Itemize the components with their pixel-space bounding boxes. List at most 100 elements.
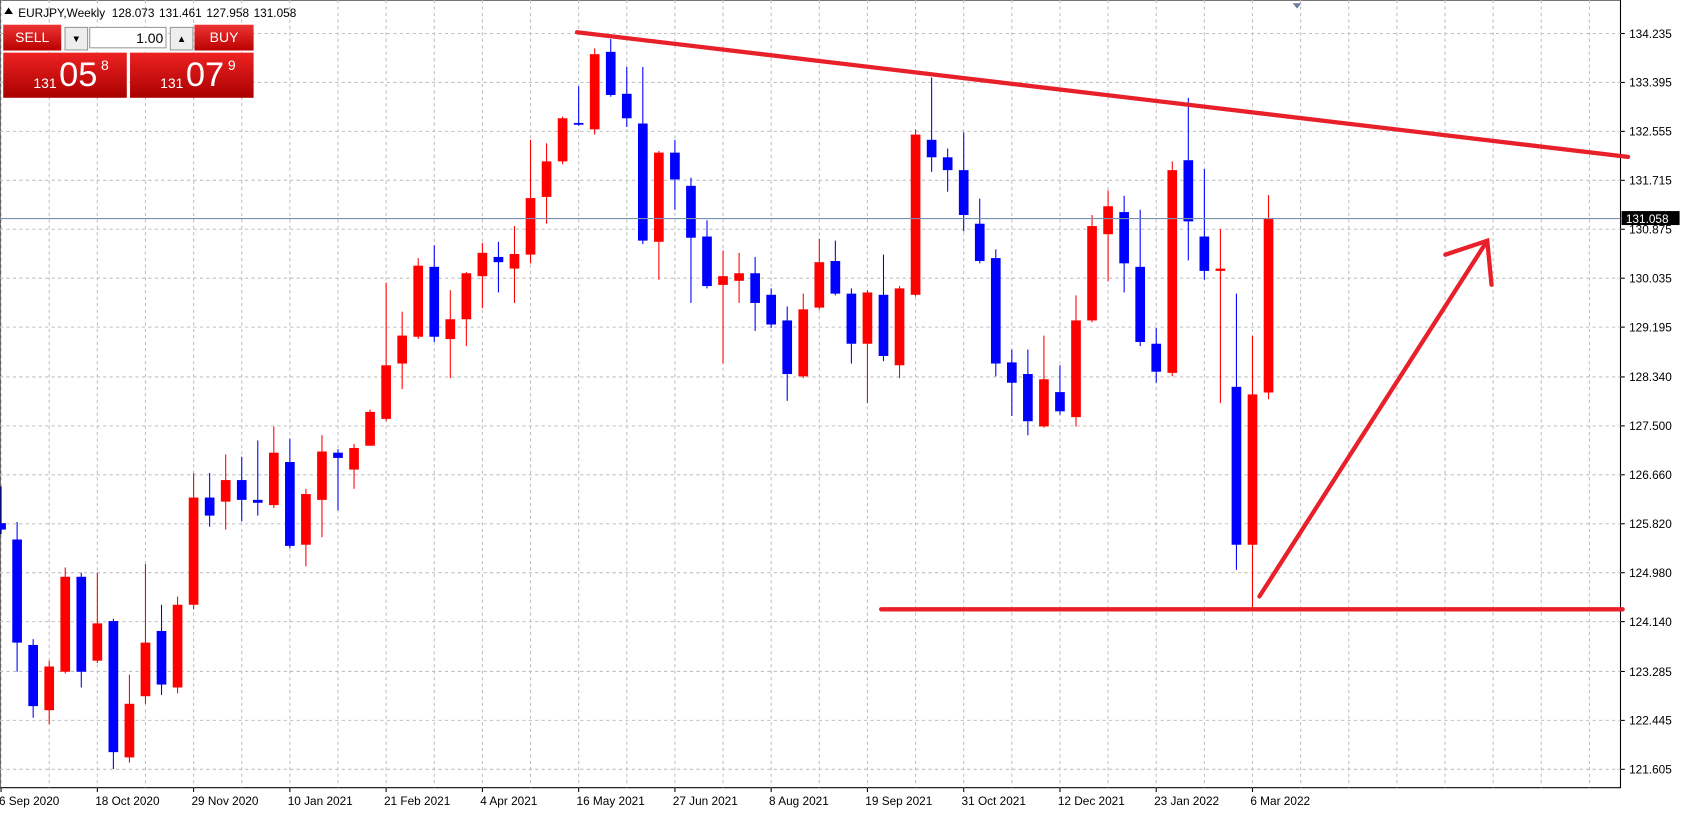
candle-body	[413, 265, 424, 337]
candle-body	[429, 266, 440, 337]
bid-point: 8	[101, 56, 109, 74]
ohlc-close: 131.058	[254, 6, 297, 20]
candle-body	[670, 152, 680, 180]
candle-body	[814, 262, 825, 308]
arrow-head	[1443, 237, 1494, 287]
y-tick-label: 124.140	[1629, 615, 1672, 629]
x-tick-label: 6 Sep 2020	[0, 794, 60, 808]
current-price-box	[1621, 211, 1680, 226]
shift-marker	[1292, 3, 1302, 9]
drawings	[574, 30, 1631, 612]
candle-body	[124, 703, 135, 758]
candle-body	[525, 198, 536, 255]
ask-point: 9	[227, 56, 236, 74]
candle-body	[220, 480, 231, 502]
candle-body	[108, 621, 119, 753]
x-tick-label: 4 Apr 2021	[480, 794, 537, 808]
candle-body	[301, 494, 311, 545]
ask-pips: 07	[185, 54, 225, 94]
candle-body	[172, 604, 183, 688]
candle-body	[1167, 170, 1178, 373]
candle-body	[782, 320, 793, 375]
candle-body	[702, 236, 712, 287]
bid-pips: 05	[59, 54, 98, 94]
candle-body	[910, 134, 921, 295]
candle-body	[1263, 218, 1274, 393]
candle-body	[333, 452, 343, 458]
sell-button[interactable]: SELL	[3, 24, 62, 51]
candle-body	[1055, 392, 1065, 412]
candle-body	[1215, 268, 1226, 271]
y-tick-label: 127.500	[1629, 419, 1672, 433]
candle-body	[1087, 226, 1097, 321]
candle-body	[188, 497, 199, 605]
ask-price[interactable]: 131 07 9	[130, 52, 254, 98]
x-tick-label: 16 May 2021	[577, 794, 645, 808]
lots-input[interactable]: 1.00	[89, 26, 167, 49]
y-tick-label: 132.555	[1629, 125, 1672, 139]
lots-up[interactable]: ▲	[169, 26, 194, 51]
candle-body	[878, 294, 889, 356]
candle-body	[285, 462, 295, 546]
candle-body	[1071, 320, 1081, 418]
y-tick-label: 122.445	[1629, 714, 1672, 728]
bid-price[interactable]: 131 05 8	[3, 52, 127, 98]
candle-body	[573, 122, 584, 125]
candle-body	[268, 452, 279, 506]
candle-body	[958, 170, 969, 215]
y-tick-label: 129.195	[1629, 320, 1672, 334]
candle-body	[990, 258, 1001, 364]
candle-body	[605, 51, 616, 95]
candle-body	[236, 480, 247, 500]
candle-body	[557, 118, 568, 162]
candle-body	[1247, 394, 1258, 545]
plot-frame	[0, 0, 1622, 789]
candle-body	[974, 223, 985, 262]
candle-body	[750, 273, 760, 303]
candles	[0, 39, 1274, 770]
candle-body	[637, 123, 648, 241]
candle-body	[1039, 379, 1049, 427]
candle-body	[589, 54, 600, 130]
candle-body	[204, 497, 215, 516]
ohlc-open: 128.073	[112, 6, 155, 20]
lots-down[interactable]: ▼	[64, 26, 89, 51]
y-tick-label: 130.035	[1629, 271, 1672, 285]
candle-body	[1006, 362, 1017, 383]
candle-body	[76, 576, 87, 672]
candle-body	[1023, 374, 1033, 422]
candle-body	[621, 93, 632, 119]
bid-figure: 131	[33, 75, 57, 92]
y-tick-label: 134.235	[1629, 27, 1672, 41]
candle-body	[926, 139, 937, 158]
candle-body	[92, 623, 103, 661]
candle-body	[156, 630, 167, 685]
buy-button[interactable]: BUY	[194, 24, 254, 51]
chart-icon	[4, 7, 13, 14]
candle-body	[798, 309, 809, 377]
candle-body	[445, 319, 456, 340]
candle-body	[894, 288, 905, 366]
candle-body	[718, 276, 728, 285]
candle-body	[1119, 212, 1129, 264]
y-tick-label: 125.820	[1629, 517, 1672, 531]
ohlc-low: 127.958	[206, 6, 249, 20]
y-tick-label: 133.395	[1629, 76, 1672, 90]
candle-body	[461, 273, 472, 320]
candle-body	[381, 365, 391, 419]
candle-body	[493, 256, 504, 263]
candle-body	[654, 152, 664, 242]
y-tick-label: 128.340	[1629, 370, 1672, 384]
x-tick-label: 19 Sep 2021	[865, 794, 932, 808]
y-tick-label: 130.875	[1629, 223, 1672, 237]
x-tick-label: 18 Oct 2020	[95, 794, 160, 808]
x-tick-label: 31 Oct 2021	[962, 794, 1026, 808]
candle-body	[140, 642, 151, 697]
candle-body	[1199, 236, 1210, 271]
x-tick-label: 10 Jan 2021	[288, 794, 353, 808]
candle-body	[1151, 343, 1162, 372]
candle-body	[397, 335, 408, 364]
candle-body	[12, 539, 22, 643]
